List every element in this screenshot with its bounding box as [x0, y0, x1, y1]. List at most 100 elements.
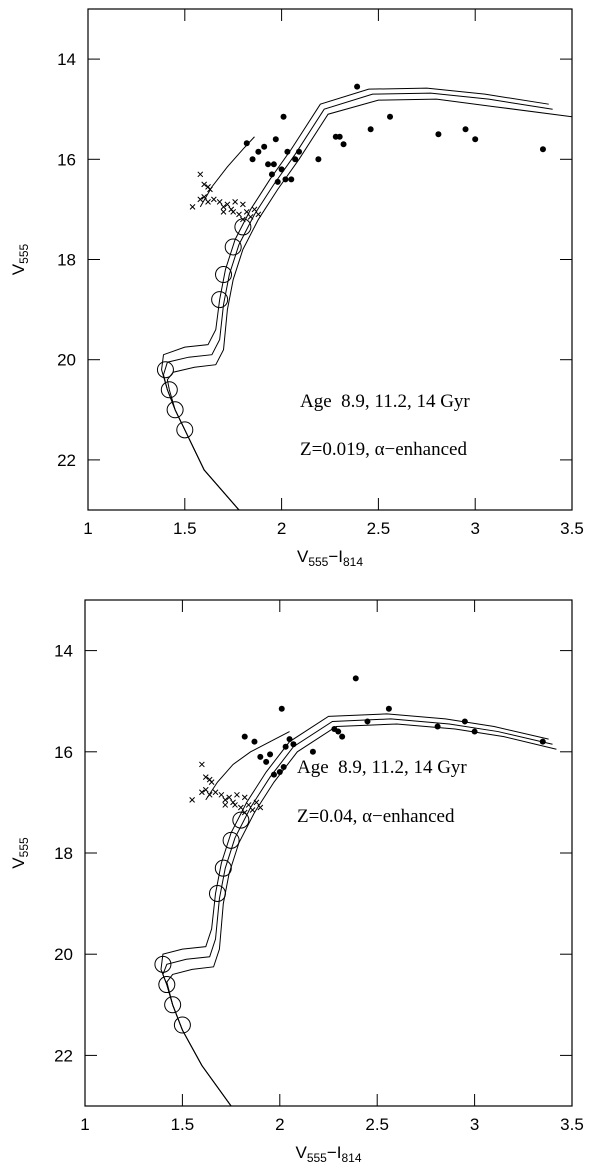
star-dot: [471, 728, 478, 735]
star-cross: [222, 797, 229, 803]
star-circle: [222, 831, 240, 849]
star-dot: [539, 738, 546, 745]
x-tick-label: 3.5: [560, 519, 584, 538]
star-cross: [216, 199, 223, 205]
star-cross: [249, 807, 256, 813]
star-cross: [206, 791, 213, 798]
star-dot: [434, 723, 441, 730]
star-cross: [253, 799, 260, 806]
x-tick-label: 2: [277, 519, 286, 538]
star-dot: [270, 771, 277, 778]
label-subscript: 555: [308, 555, 328, 569]
star-dot: [296, 148, 303, 155]
star-cross: [232, 802, 238, 808]
star-dot: [251, 738, 258, 745]
label-subscript: 555: [307, 1151, 327, 1165]
star-dot: [268, 171, 275, 178]
star-cross: [201, 194, 208, 200]
star-cross: [220, 204, 227, 210]
label-subscript: 555: [17, 837, 31, 857]
label-subscript: 555: [17, 243, 31, 263]
star-circle: [215, 266, 233, 284]
star-dot: [280, 113, 287, 120]
star-cross: [189, 797, 195, 803]
star-dot: [241, 733, 248, 740]
x-tick-label: 2.5: [367, 519, 391, 538]
star-cross: [220, 209, 227, 215]
star-dot: [249, 156, 256, 163]
star-dot: [472, 136, 479, 143]
star-dot: [309, 748, 316, 755]
y-tick-label: 22: [57, 451, 76, 470]
star-dot: [274, 178, 281, 185]
isochrone: [162, 92, 553, 510]
y-tick-label: 14: [54, 642, 73, 661]
star-dot: [385, 705, 392, 712]
star-dot: [364, 718, 371, 725]
star-cross: [210, 196, 217, 203]
star-dot: [290, 741, 297, 748]
star-dot: [265, 161, 272, 168]
star-dot: [336, 133, 343, 140]
star-circle: [232, 811, 250, 829]
star-circle: [158, 976, 176, 994]
annotation: Age 8.9, 11.2, 14 Gyr: [300, 391, 470, 412]
star-dot: [282, 743, 289, 750]
star-dot: [335, 728, 342, 735]
isochrone: [166, 723, 557, 1106]
y-tick-label: 20: [54, 945, 73, 964]
x-tick-label: 1.5: [171, 1115, 195, 1134]
plot-frame: [87, 8, 573, 511]
star-cross: [202, 774, 209, 780]
star-cross: [199, 789, 205, 796]
star-cross: [226, 794, 233, 801]
star-dot: [272, 136, 279, 143]
star-dot: [539, 146, 546, 153]
star-cross: [247, 214, 254, 220]
star-circle: [176, 421, 194, 439]
star-cross: [189, 204, 196, 210]
star-circle: [154, 955, 172, 973]
label-text: V: [9, 263, 28, 275]
label-text: V: [295, 1143, 307, 1162]
star-dot: [261, 143, 268, 150]
star-cross: [207, 186, 213, 193]
label-text: V: [297, 547, 309, 566]
star-dot: [243, 140, 250, 147]
star-cross: [205, 199, 211, 205]
star-cross: [237, 804, 244, 811]
star-dot: [284, 148, 291, 155]
plot-frame: [84, 599, 573, 1107]
y-tick-label: 16: [54, 743, 73, 762]
star-circle: [160, 381, 178, 399]
star-dot: [461, 718, 468, 725]
y-tick-label: 18: [57, 251, 76, 270]
star-cross: [212, 789, 219, 796]
star-dot: [354, 83, 361, 90]
label-text: −I: [328, 547, 343, 566]
annotation: Age 8.9, 11.2, 14 Gyr: [297, 757, 467, 778]
x-tick-label: 2: [275, 1115, 284, 1134]
x-axis-label: V555−I814: [297, 547, 363, 569]
label-text: −I: [327, 1143, 342, 1162]
y-tick-label: 18: [54, 844, 73, 863]
star-dot: [340, 141, 347, 148]
y-axis-label: V555: [9, 243, 31, 275]
isochrone: [166, 98, 572, 510]
star-dot: [286, 736, 293, 743]
star-dot: [278, 705, 285, 712]
annotation: Z=0.04, α−enhanced: [297, 806, 455, 827]
star-dot: [270, 161, 277, 168]
star-circle: [156, 361, 174, 379]
x-tick-label: 1.5: [173, 519, 197, 538]
star-circle: [208, 884, 226, 902]
y-tick-label: 14: [57, 50, 76, 69]
star-cross: [232, 199, 238, 205]
star-dot: [288, 176, 295, 183]
star-cross: [243, 209, 250, 215]
annotation: Z=0.019, α−enhanced: [300, 439, 467, 460]
star-circle: [166, 401, 184, 419]
y-tick-label: 22: [54, 1046, 73, 1065]
star-dot: [278, 166, 285, 173]
